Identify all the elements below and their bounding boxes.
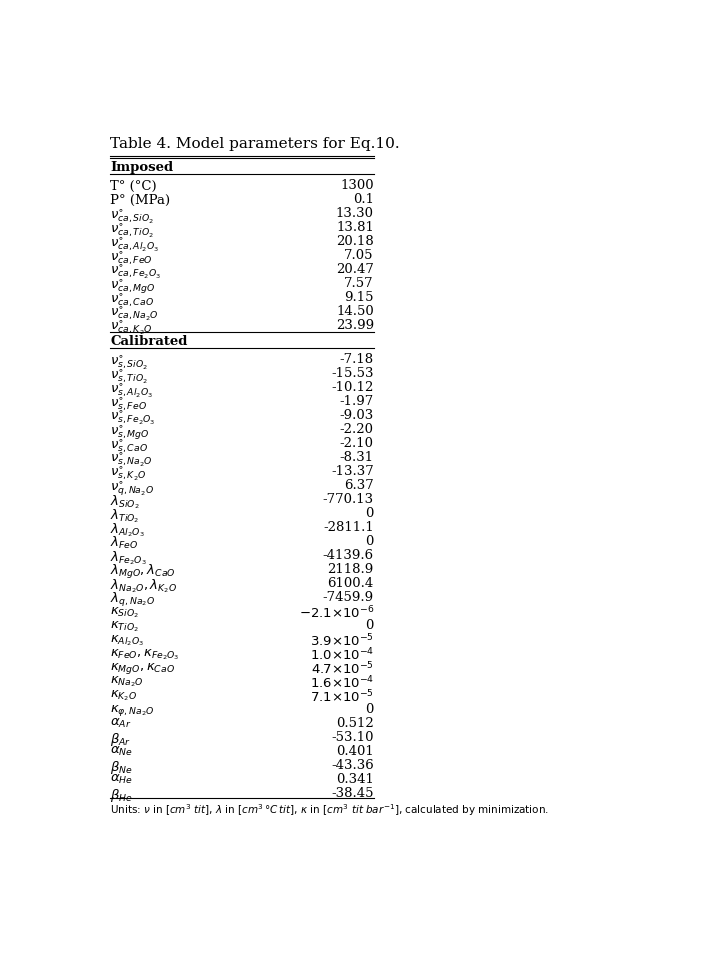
Text: 7.05: 7.05: [344, 250, 374, 263]
Text: $\nu_{ca,Na_2O}^{\circ}$: $\nu_{ca,Na_2O}^{\circ}$: [110, 305, 159, 323]
Text: $\nu_{s,MgO}^{\circ}$: $\nu_{s,MgO}^{\circ}$: [110, 424, 150, 442]
Text: $\kappa_{MgO}, \kappa_{CaO}$: $\kappa_{MgO}, \kappa_{CaO}$: [110, 661, 176, 676]
Text: 6100.4: 6100.4: [328, 577, 374, 590]
Text: -38.45: -38.45: [331, 787, 374, 800]
Text: 23.99: 23.99: [336, 319, 374, 333]
Text: 0.341: 0.341: [336, 772, 374, 786]
Text: 20.47: 20.47: [336, 264, 374, 276]
Text: $\alpha_{He}$: $\alpha_{He}$: [110, 772, 133, 786]
Text: -2811.1: -2811.1: [323, 521, 374, 534]
Text: $\beta_{He}$: $\beta_{He}$: [110, 787, 133, 804]
Text: $\nu_{ca,SiO_2}^{\circ}$: $\nu_{ca,SiO_2}^{\circ}$: [110, 207, 154, 226]
Text: P° (MPa): P° (MPa): [110, 193, 171, 206]
Text: 0: 0: [365, 535, 374, 548]
Text: $\lambda_{Al_2O_3}$: $\lambda_{Al_2O_3}$: [110, 521, 145, 538]
Text: Table 4. Model parameters for Eq.10.: Table 4. Model parameters for Eq.10.: [110, 137, 400, 151]
Text: 0.401: 0.401: [336, 745, 374, 758]
Text: -1.97: -1.97: [340, 395, 374, 408]
Text: 13.30: 13.30: [336, 207, 374, 221]
Text: $\nu_{ca,TiO_2}^{\circ}$: $\nu_{ca,TiO_2}^{\circ}$: [110, 222, 154, 240]
Text: -2.10: -2.10: [340, 437, 374, 450]
Text: -13.37: -13.37: [331, 466, 374, 478]
Text: $\lambda_{SiO_2}$: $\lambda_{SiO_2}$: [110, 493, 140, 511]
Text: Imposed: Imposed: [110, 162, 173, 174]
Text: $\kappa_{FeO}, \kappa_{Fe_2O_3}$: $\kappa_{FeO}, \kappa_{Fe_2O_3}$: [110, 647, 180, 662]
Text: $7.1{\times}10^{-5}$: $7.1{\times}10^{-5}$: [310, 689, 374, 706]
Text: 9.15: 9.15: [344, 292, 374, 304]
Text: 0: 0: [365, 619, 374, 632]
Text: -15.53: -15.53: [331, 367, 374, 380]
Text: $\kappa_{Al_2O_3}$: $\kappa_{Al_2O_3}$: [110, 633, 144, 647]
Text: $\nu_{ca,MgO}^{\circ}$: $\nu_{ca,MgO}^{\circ}$: [110, 277, 156, 296]
Text: T° (°C): T° (°C): [110, 180, 157, 192]
Text: $\kappa_{SiO_2}$: $\kappa_{SiO_2}$: [110, 605, 139, 619]
Text: $\beta_{Ar}$: $\beta_{Ar}$: [110, 730, 132, 748]
Text: $\nu_{s,FeO}^{\circ}$: $\nu_{s,FeO}^{\circ}$: [110, 395, 147, 413]
Text: 20.18: 20.18: [336, 235, 374, 249]
Text: 7.57: 7.57: [344, 277, 374, 291]
Text: $\lambda_{q,Na_2O}$: $\lambda_{q,Na_2O}$: [110, 591, 156, 609]
Text: $\kappa_{Na_2O}$: $\kappa_{Na_2O}$: [110, 675, 144, 689]
Text: $\nu_{ca,Al_2O_3}^{\circ}$: $\nu_{ca,Al_2O_3}^{\circ}$: [110, 235, 159, 253]
Text: 0: 0: [365, 507, 374, 520]
Text: -43.36: -43.36: [331, 759, 374, 771]
Text: 13.81: 13.81: [336, 222, 374, 234]
Text: $4.7{\times}10^{-5}$: $4.7{\times}10^{-5}$: [311, 661, 374, 678]
Text: Units: $\nu$ in [$cm^3$ $tit$], $\lambda$ in [$cm^3\,°C\,tit$], $\kappa$ in [$cm: Units: $\nu$ in [$cm^3$ $tit$], $\lambda…: [110, 802, 549, 818]
Text: 14.50: 14.50: [336, 305, 374, 318]
Text: $\kappa_{\varphi,Na_2O}$: $\kappa_{\varphi,Na_2O}$: [110, 703, 155, 718]
Text: $3.9{\times}10^{-5}$: $3.9{\times}10^{-5}$: [310, 633, 374, 649]
Text: $1.0{\times}10^{-4}$: $1.0{\times}10^{-4}$: [309, 647, 374, 663]
Text: $\nu_{s,CaO}^{\circ}$: $\nu_{s,CaO}^{\circ}$: [110, 437, 149, 455]
Text: $\lambda_{FeO}$: $\lambda_{FeO}$: [110, 535, 139, 552]
Text: 2118.9: 2118.9: [328, 563, 374, 576]
Text: $\beta_{Ne}$: $\beta_{Ne}$: [110, 759, 133, 776]
Text: -7459.9: -7459.9: [323, 591, 374, 604]
Text: -10.12: -10.12: [331, 381, 374, 394]
Text: Calibrated: Calibrated: [110, 335, 188, 348]
Text: $\nu_{ca,Fe_2O_3}^{\circ}$: $\nu_{ca,Fe_2O_3}^{\circ}$: [110, 264, 161, 281]
Text: $\nu_{s,TiO_2}^{\circ}$: $\nu_{s,TiO_2}^{\circ}$: [110, 367, 149, 385]
Text: 0.1: 0.1: [353, 193, 374, 206]
Text: 0.512: 0.512: [336, 717, 374, 729]
Text: 0: 0: [365, 703, 374, 716]
Text: -8.31: -8.31: [340, 451, 374, 464]
Text: $1.6{\times}10^{-4}$: $1.6{\times}10^{-4}$: [309, 675, 374, 691]
Text: $\nu_{s,SiO_2}^{\circ}$: $\nu_{s,SiO_2}^{\circ}$: [110, 353, 149, 372]
Text: -4139.6: -4139.6: [323, 549, 374, 562]
Text: $\nu_{ca,CaO}^{\circ}$: $\nu_{ca,CaO}^{\circ}$: [110, 292, 154, 310]
Text: $\nu_{q,Na_2O}^{\circ}$: $\nu_{q,Na_2O}^{\circ}$: [110, 479, 154, 498]
Text: $\alpha_{Ar}$: $\alpha_{Ar}$: [110, 717, 132, 730]
Text: -9.03: -9.03: [340, 409, 374, 423]
Text: 6.37: 6.37: [344, 479, 374, 492]
Text: $\lambda_{TiO_2}$: $\lambda_{TiO_2}$: [110, 507, 140, 525]
Text: $\nu_{s,Na_2O}^{\circ}$: $\nu_{s,Na_2O}^{\circ}$: [110, 451, 154, 469]
Text: $\nu_{s,K_2O}^{\circ}$: $\nu_{s,K_2O}^{\circ}$: [110, 466, 147, 483]
Text: -7.18: -7.18: [340, 353, 374, 366]
Text: -2.20: -2.20: [340, 424, 374, 436]
Text: $\kappa_{K_2O}$: $\kappa_{K_2O}$: [110, 689, 137, 704]
Text: $\nu_{s,Fe_2O_3}^{\circ}$: $\nu_{s,Fe_2O_3}^{\circ}$: [110, 409, 156, 427]
Text: $\kappa_{TiO_2}$: $\kappa_{TiO_2}$: [110, 619, 139, 634]
Text: -770.13: -770.13: [323, 493, 374, 506]
Text: $\nu_{ca,K_2O}^{\circ}$: $\nu_{ca,K_2O}^{\circ}$: [110, 319, 153, 337]
Text: $-2.1{\times}10^{-6}$: $-2.1{\times}10^{-6}$: [299, 605, 374, 621]
Text: 1300: 1300: [341, 180, 374, 192]
Text: -53.10: -53.10: [331, 730, 374, 744]
Text: $\lambda_{MgO}, \lambda_{CaO}$: $\lambda_{MgO}, \lambda_{CaO}$: [110, 563, 176, 581]
Text: $\nu_{ca,FeO}^{\circ}$: $\nu_{ca,FeO}^{\circ}$: [110, 250, 154, 268]
Text: $\lambda_{Fe_2O_3}$: $\lambda_{Fe_2O_3}$: [110, 549, 147, 567]
Text: $\nu_{s,Al_2O_3}^{\circ}$: $\nu_{s,Al_2O_3}^{\circ}$: [110, 381, 154, 400]
Text: $\alpha_{Ne}$: $\alpha_{Ne}$: [110, 745, 133, 758]
Text: $\lambda_{Na_2O}, \lambda_{K_2O}$: $\lambda_{Na_2O}, \lambda_{K_2O}$: [110, 577, 178, 595]
